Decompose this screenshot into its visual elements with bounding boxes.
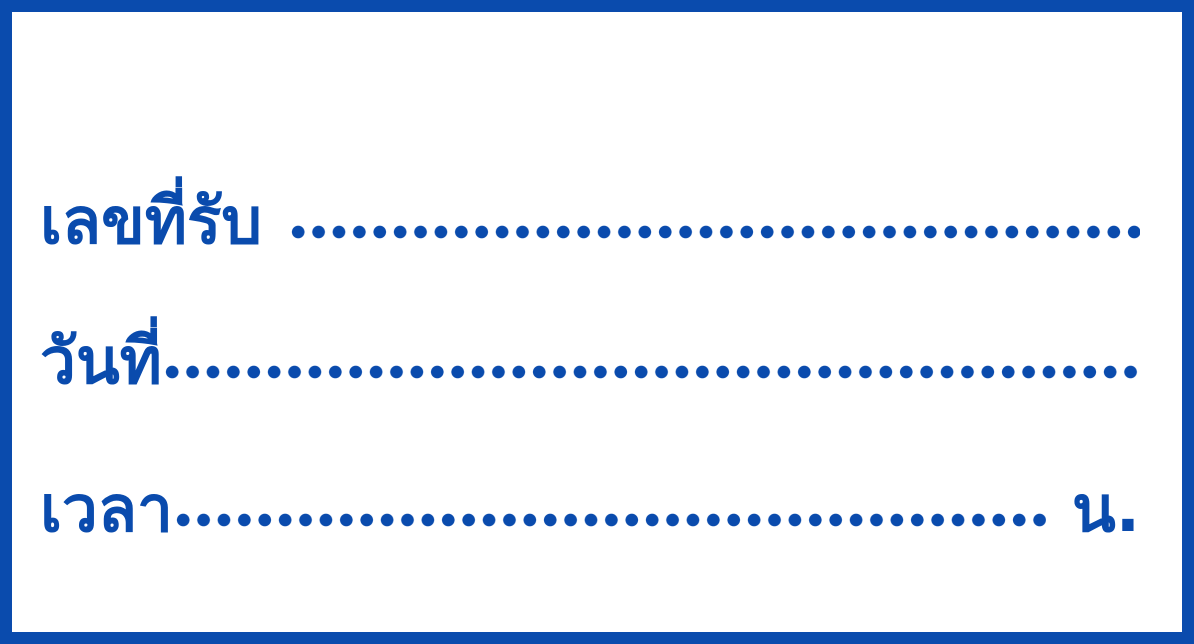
receipt-number-label: เลขที่รับ: [40, 185, 263, 259]
time-label: เวลา: [40, 473, 173, 547]
time-blank: [172, 510, 1046, 530]
receipt-number-blank: [288, 222, 1140, 242]
time-unit-label: น.: [1071, 473, 1140, 547]
date-blank: [161, 362, 1140, 382]
date-row: วันที่: [40, 302, 1140, 394]
time-row: เวลา น.: [40, 450, 1140, 542]
receipt-number-row: เลขที่รับ: [40, 162, 1140, 254]
date-label: วันที่: [40, 325, 162, 399]
